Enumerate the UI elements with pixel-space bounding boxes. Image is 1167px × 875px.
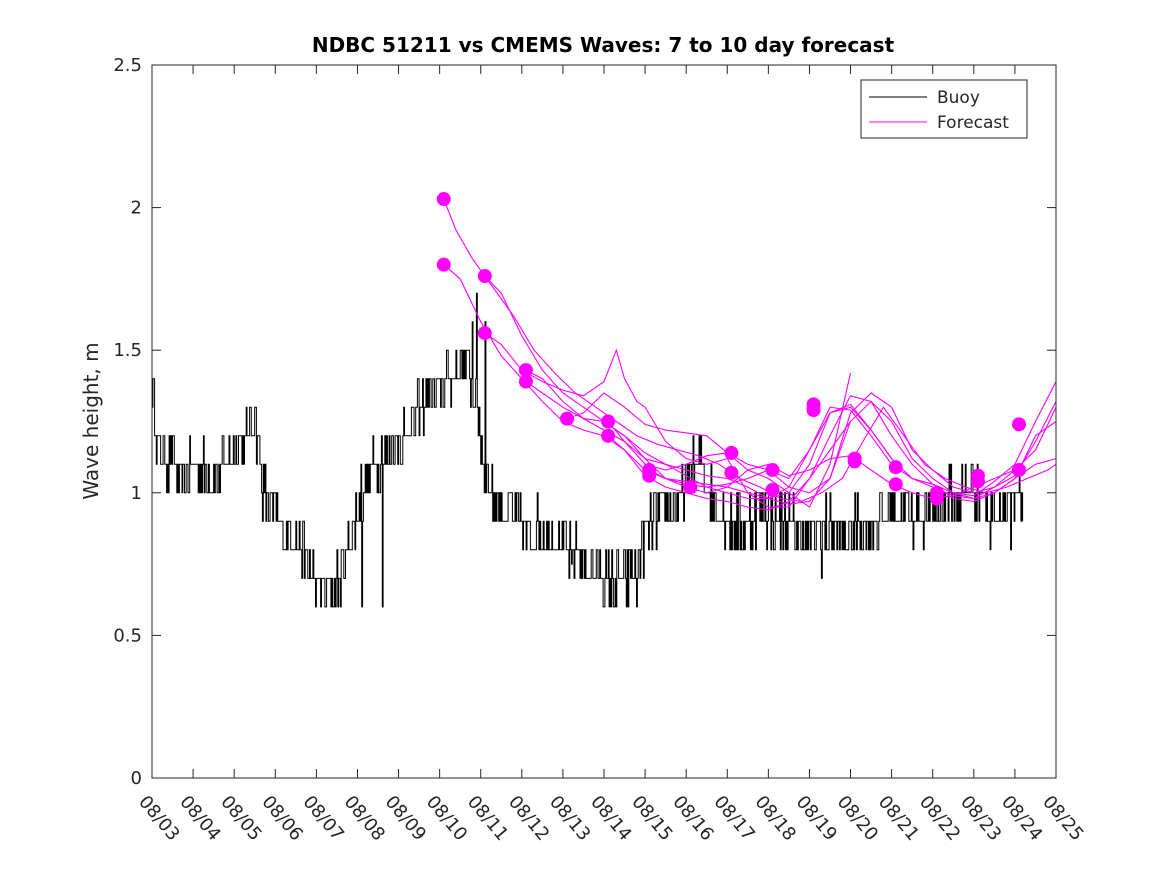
forecast-line <box>648 455 1016 500</box>
y-tick-label: 0 <box>131 768 142 789</box>
buoy-line <box>152 292 1024 608</box>
legend: Buoy Forecast <box>860 79 1028 139</box>
forecast-marker <box>1012 462 1027 477</box>
forecast-marker <box>765 462 780 477</box>
forecast-marker <box>436 257 451 272</box>
forecast-marker <box>601 414 616 429</box>
forecast-marker <box>683 480 698 495</box>
forecast-line <box>443 198 1057 502</box>
forecast-marker <box>888 460 903 475</box>
y-tick-label: 1 <box>131 483 142 504</box>
plot-area <box>152 192 1057 608</box>
forecast-marker <box>477 326 492 341</box>
chart-title: NDBC 51211 vs CMEMS Waves: 7 to 10 day f… <box>312 33 895 57</box>
forecast-marker <box>929 491 944 506</box>
y-axis-label: Wave height, m <box>79 342 103 499</box>
forecast-marker <box>477 269 492 284</box>
y-tick-label: 2.5 <box>113 55 142 76</box>
forecast-marker <box>560 411 575 426</box>
forecast-line <box>484 332 1057 508</box>
forecast-marker <box>847 454 862 469</box>
forecast-marker <box>518 363 533 378</box>
legend-buoy-label: Buoy <box>937 88 980 108</box>
forecast-marker <box>601 428 616 443</box>
forecast-marker <box>765 482 780 497</box>
forecast-marker <box>724 445 739 460</box>
y-tick-label: 0.5 <box>113 625 142 646</box>
forecast-marker <box>642 468 657 483</box>
forecast-marker <box>1012 417 1027 432</box>
y-axis: 0 0.5 1 1.5 2 2.5 <box>113 55 1056 789</box>
forecast-line <box>566 372 852 508</box>
legend-box <box>860 79 1028 139</box>
y-tick-label: 1.5 <box>113 340 142 361</box>
y-tick-label: 2 <box>131 198 142 219</box>
forecast-marker <box>518 374 533 389</box>
forecast-marker <box>806 403 821 418</box>
forecast-marker <box>888 477 903 492</box>
forecast-marker <box>724 465 739 480</box>
legend-forecast-label: Forecast <box>937 113 1009 133</box>
forecast-marker <box>436 192 451 207</box>
forecast-marker <box>970 474 985 489</box>
